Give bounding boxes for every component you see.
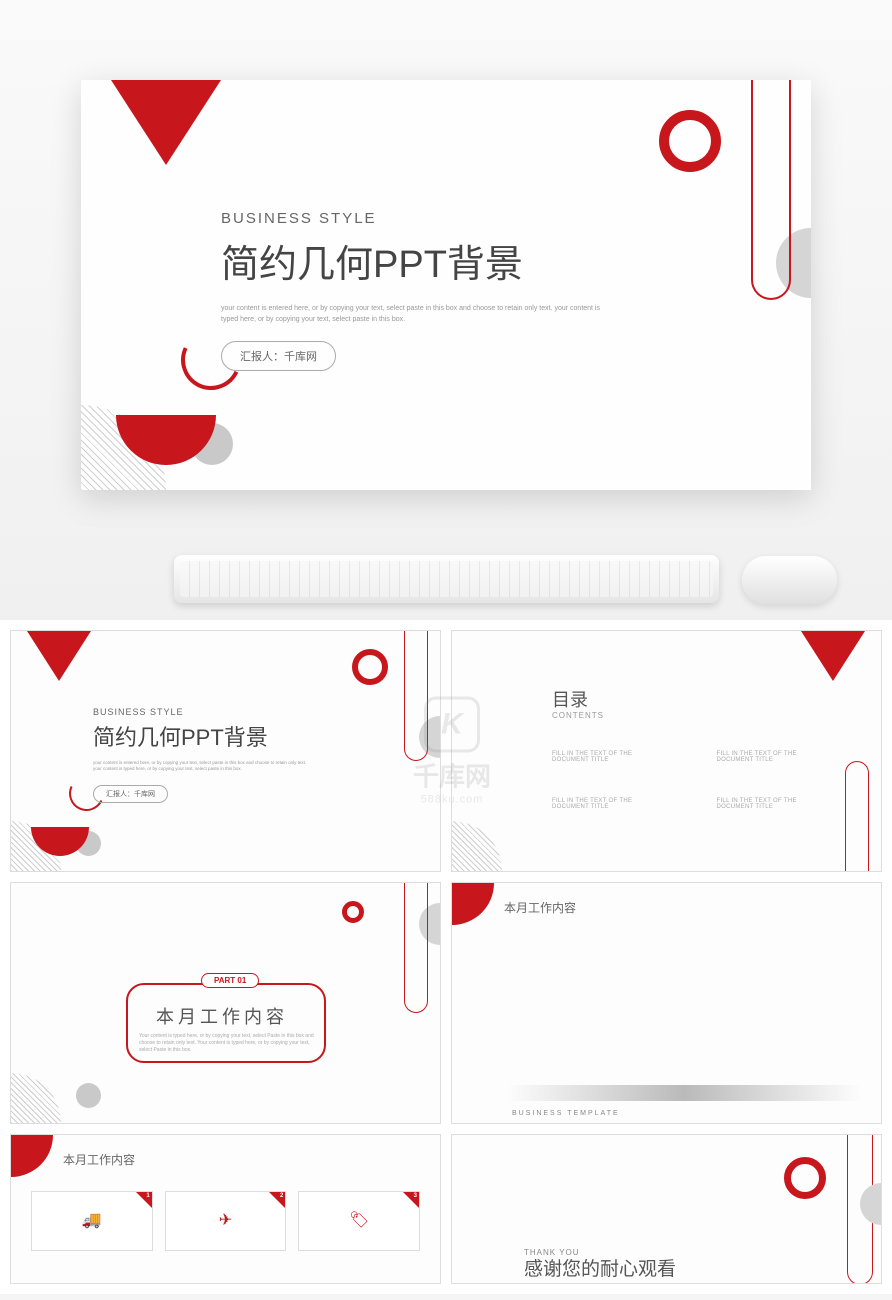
- desc: your content is entered here, or by copy…: [93, 760, 313, 773]
- ring-shape: [784, 1157, 826, 1199]
- contents-item: FILL IN THE TEXT OF THE DOCUMENT TITLE: [552, 751, 657, 763]
- presenter-pill: 汇报人：千库网: [221, 341, 336, 371]
- info-card: 2 ✈: [165, 1191, 287, 1251]
- triangle-shape: [801, 631, 865, 681]
- contents-item: FILL IN THE TEXT OF THE DOCUMENT TITLE: [552, 798, 657, 810]
- main-desc: your content is entered here, or by copy…: [221, 304, 601, 325]
- slide-thumb-5[interactable]: 本月工作内容 1 🚚 2 ✈ 3 🏷: [10, 1134, 441, 1284]
- contents-subtitle: CONTENTS: [552, 711, 604, 720]
- mouse-mockup: [742, 556, 837, 604]
- main-slide: BUSINESS STYLE 简约几何PPT背景 your content is…: [81, 80, 811, 490]
- card-row: 1 🚚 2 ✈ 3 🏷: [31, 1191, 420, 1251]
- contents-item: FILL IN THE TEXT OF THE DOCUMENT TITLE: [717, 751, 822, 763]
- slide-title: 本月工作内容: [504, 899, 576, 916]
- main-title: 简约几何PPT背景: [221, 233, 731, 288]
- small-ring-shape: [342, 901, 364, 923]
- plane-icon: ✈: [219, 1210, 232, 1230]
- ring-shape: [352, 649, 388, 685]
- slide-thumb-1[interactable]: BUSINESS STYLE 简约几何PPT背景 your content is…: [10, 630, 441, 872]
- info-card: 3 🏷: [298, 1191, 420, 1251]
- hatch-shape: [452, 821, 502, 871]
- slide-thumb-6[interactable]: THANK YOU 感谢您的耐心观看: [451, 1134, 882, 1284]
- tag-icon: 🏷: [349, 1210, 369, 1230]
- contents-list: FILL IN THE TEXT OF THE DOCUMENT TITLE F…: [552, 751, 821, 810]
- part-badge: PART 01: [201, 973, 259, 988]
- subtitle: BUSINESS STYLE: [93, 707, 410, 717]
- slide-title: 本月工作内容: [63, 1151, 135, 1168]
- contents-title: 目录: [552, 686, 588, 712]
- info-card: 1 🚚: [31, 1191, 153, 1251]
- slide-thumb-2[interactable]: 目录 CONTENTS FILL IN THE TEXT OF THE DOCU…: [451, 630, 882, 872]
- main-subtitle: BUSINESS STYLE: [221, 210, 731, 227]
- hero-stage: BUSINESS STYLE 简约几何PPT背景 your content is…: [0, 0, 892, 620]
- triangle-shape: [27, 631, 91, 681]
- gray-dot-shape: [76, 1083, 101, 1108]
- presenter-pill: 汇报人：千库网: [93, 785, 168, 803]
- main-text-block: BUSINESS STYLE 简约几何PPT背景 your content is…: [221, 210, 731, 371]
- rounded-bar-shape: [845, 761, 869, 871]
- card-number: 2: [280, 1193, 283, 1199]
- part-title: 本月工作内容: [156, 1003, 288, 1029]
- card-number: 3: [414, 1193, 417, 1199]
- title: 简约几何PPT背景: [93, 720, 410, 752]
- truck-icon: 🚚: [82, 1210, 102, 1230]
- thumbnail-grid: BUSINESS STYLE 简约几何PPT背景 your content is…: [0, 620, 892, 1294]
- quarter-circle-shape: [11, 1135, 53, 1177]
- footer-text: BUSINESS TEMPLATE: [512, 1110, 620, 1117]
- quarter-circle-shape: [452, 883, 494, 925]
- slide-thumb-4[interactable]: 本月工作内容 BUSINESS TEMPLATE: [451, 882, 882, 1124]
- gradient-bar: [507, 1085, 861, 1101]
- part-desc: Your content is typed here, or by copyin…: [139, 1033, 314, 1054]
- ring-shape: [659, 110, 721, 172]
- rounded-bar-shape: [404, 883, 428, 1013]
- hatch-shape: [11, 1073, 61, 1123]
- keyboard-mockup: [174, 555, 719, 603]
- card-number: 1: [146, 1193, 149, 1199]
- text-block: BUSINESS STYLE 简约几何PPT背景 your content is…: [93, 707, 410, 803]
- triangle-shape: [111, 80, 221, 165]
- thank-title: 感谢您的耐心观看: [524, 1254, 676, 1281]
- contents-item: FILL IN THE TEXT OF THE DOCUMENT TITLE: [717, 798, 822, 810]
- rounded-bar-shape: [751, 80, 791, 300]
- slide-thumb-3[interactable]: PART 01 本月工作内容 Your content is typed her…: [10, 882, 441, 1124]
